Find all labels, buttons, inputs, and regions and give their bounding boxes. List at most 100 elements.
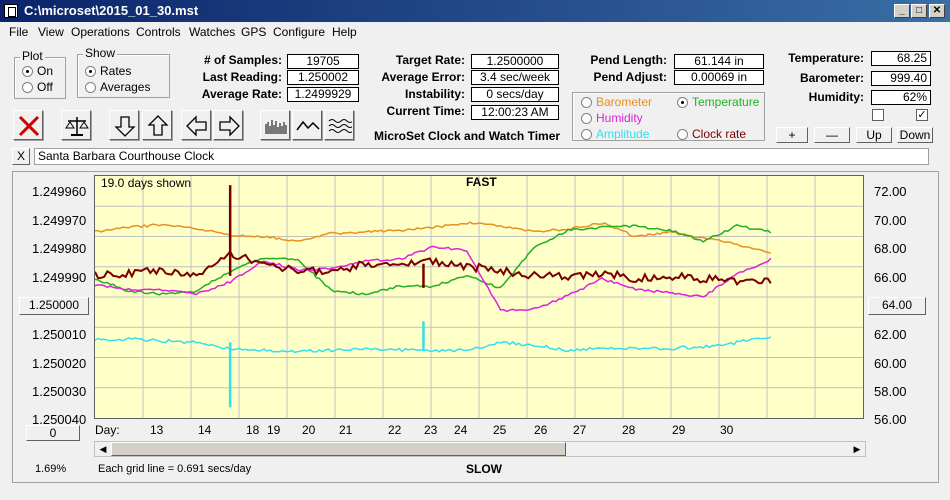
app-icon[interactable] <box>4 4 18 18</box>
percent-label: 1.69% <box>35 463 67 475</box>
arrow-up-icon <box>147 115 169 136</box>
scroll-thumb[interactable] <box>111 442 566 456</box>
temperature-field-label: Temperature: <box>788 51 864 65</box>
menu-controls[interactable]: Controls <box>136 25 181 39</box>
menu-bar: File View Operations Controls Watches GP… <box>0 22 950 42</box>
maximize-button[interactable]: □ <box>911 4 927 18</box>
down-button[interactable]: Down <box>897 127 933 143</box>
series-line-barometer <box>94 221 771 254</box>
instability-label: Instability: <box>404 87 465 101</box>
series-line-amplitude <box>94 336 772 354</box>
arrow-right-button[interactable] <box>213 110 243 140</box>
x-tick: 27 <box>573 423 587 437</box>
average-rate-label: Average Rate: <box>201 87 282 101</box>
left-value-button[interactable]: 1.250000 <box>19 297 89 315</box>
x-tick: 14 <box>198 423 212 437</box>
checkbox-right[interactable]: ✓ <box>916 109 928 121</box>
x-tick: 22 <box>388 423 402 437</box>
x-tick: 20 <box>302 423 316 437</box>
wave-view-button[interactable] <box>324 110 354 140</box>
up-button[interactable]: Up <box>856 127 892 143</box>
menu-configure[interactable]: Configure <box>273 25 326 39</box>
horizontal-scrollbar[interactable]: ◀ ▶ <box>94 441 866 457</box>
y-left-tick: 1.250030 <box>32 384 87 399</box>
menu-operations[interactable]: Operations <box>71 25 130 39</box>
scroll-left-icon[interactable]: ◀ <box>99 444 107 454</box>
amplitude-radio[interactable]: Amplitude <box>581 127 649 141</box>
balance-scale-icon <box>65 117 89 136</box>
x-tick: 21 <box>339 423 353 437</box>
bottom-left-button[interactable]: 0 <box>26 425 80 441</box>
clock-rate-radio[interactable]: Clock rate <box>677 127 746 141</box>
y-left-tick: 1.250010 <box>32 327 87 342</box>
menu-help[interactable]: Help <box>332 25 357 39</box>
series-line-humidity <box>94 245 772 313</box>
temperature-radio[interactable]: Temperature <box>677 95 759 109</box>
pend-length-field[interactable]: 61.144 in <box>674 54 764 69</box>
chart-frame <box>12 171 939 483</box>
temperature-label: Temperature <box>692 95 760 109</box>
clear-button[interactable] <box>13 110 43 140</box>
slow-label: SLOW <box>466 462 502 476</box>
days-shown-label: 19.0 days shown <box>101 176 192 190</box>
day-label: Day: <box>95 423 120 437</box>
arrow-down-icon <box>114 116 136 137</box>
bars-view-button[interactable] <box>260 110 290 140</box>
show-averages-label: Averages <box>100 80 151 94</box>
balance-button[interactable] <box>61 110 91 140</box>
scroll-right-icon[interactable]: ▶ <box>853 444 861 454</box>
plot-off-radio[interactable]: Off <box>22 80 53 94</box>
show-rates-label: Rates <box>100 64 132 78</box>
amplitude-label: Amplitude <box>596 127 650 141</box>
menu-view[interactable]: View <box>38 25 64 39</box>
close-button[interactable]: ✕ <box>929 4 945 18</box>
show-rates-radio[interactable]: Rates <box>85 64 131 78</box>
clock-name-field[interactable]: Santa Barbara Courthouse Clock <box>34 148 929 165</box>
x-tick: 28 <box>622 423 636 437</box>
series-line-temperature <box>94 223 772 296</box>
current-time-field: 12:00:23 AM <box>471 105 559 120</box>
average-error-field: 3.4 sec/week <box>471 70 559 85</box>
barometer-radio[interactable]: Barometer <box>581 95 652 109</box>
average-rate-field: 1.2499929 <box>287 87 359 102</box>
humidity-radio[interactable]: Humidity <box>581 111 643 125</box>
right-value-button[interactable]: 64.00 <box>868 297 926 315</box>
line-view-button[interactable] <box>292 110 322 140</box>
plus-button[interactable]: + <box>776 127 808 143</box>
plot-group-title: Plot <box>20 49 45 63</box>
menu-watches[interactable]: Watches <box>189 25 236 39</box>
menu-file[interactable]: File <box>9 25 29 39</box>
app-caption: MicroSet Clock and Watch Timer <box>374 129 561 143</box>
arrow-left-button[interactable] <box>181 110 211 140</box>
last-reading-label: Last Reading: <box>202 70 282 84</box>
title-bar: C:\microset\2015_01_30.mst _ □ ✕ <box>0 0 950 22</box>
checkbox-left[interactable] <box>872 109 884 121</box>
pend-adjust-label: Pend Adjust: <box>593 70 667 84</box>
show-averages-radio[interactable]: Averages <box>85 80 150 94</box>
y-right-tick: 70.00 <box>874 213 907 228</box>
target-rate-field[interactable]: 1.2500000 <box>471 54 559 69</box>
clock-close-button[interactable]: X <box>12 148 30 165</box>
minimize-button[interactable]: _ <box>894 4 910 18</box>
arrow-up-button[interactable] <box>142 110 172 140</box>
plot-area <box>94 175 864 419</box>
series-selector <box>572 92 765 141</box>
x-tick: 23 <box>424 423 438 437</box>
humidity-field-label: Humidity: <box>808 90 864 104</box>
pend-adjust-field: 0.00069 in <box>674 70 764 85</box>
show-group <box>77 54 170 98</box>
menu-gps[interactable]: GPS <box>241 25 267 39</box>
minus-button[interactable]: — <box>814 127 850 143</box>
clock-rate-label: Clock rate <box>692 127 747 141</box>
y-right-tick: 56.00 <box>874 412 907 427</box>
y-right-tick: 66.00 <box>874 270 907 285</box>
y-right-tick: 68.00 <box>874 241 907 256</box>
temperature-field: 68.25 <box>871 51 931 66</box>
fast-label: FAST <box>466 175 497 189</box>
y-left-tick: 1.249960 <box>32 184 87 199</box>
samples-field: 19705 <box>287 54 359 69</box>
x-tick: 24 <box>454 423 468 437</box>
arrow-down-button[interactable] <box>109 110 139 140</box>
instability-field: 0 secs/day <box>471 87 559 102</box>
plot-on-radio[interactable]: On <box>22 64 53 78</box>
